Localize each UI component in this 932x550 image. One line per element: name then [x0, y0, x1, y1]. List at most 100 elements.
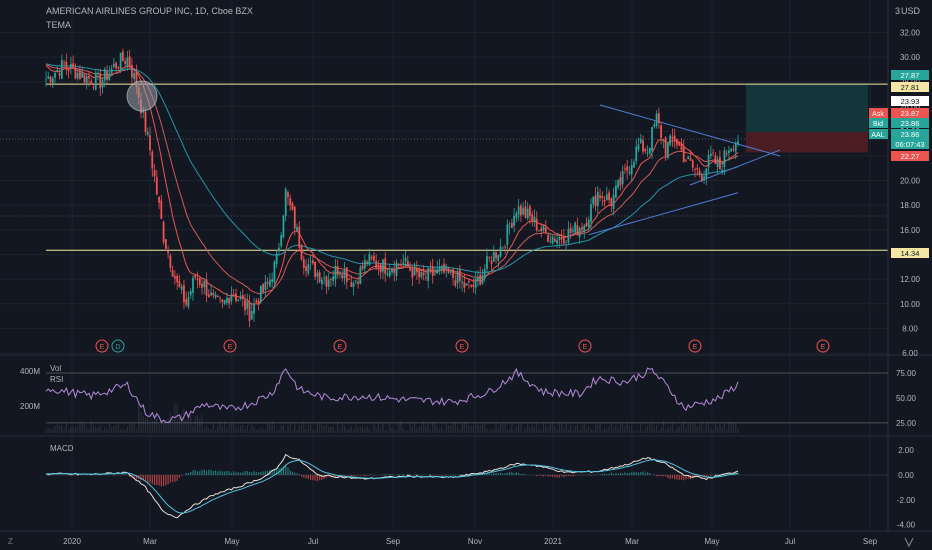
macd-axis: 2.00 0.00 -2.00 -4.00: [897, 446, 916, 529]
volume-bar: [108, 424, 110, 433]
macd-histogram-bar: [463, 474, 465, 475]
price-tag: Bid 23.86: [869, 118, 929, 128]
macd-histogram-bar: [499, 472, 502, 475]
candle-body: [219, 298, 222, 300]
volume-bar: [151, 421, 153, 433]
macd-histogram-bar: [285, 464, 287, 475]
volume-bar: [599, 421, 601, 433]
indicator-legend[interactable]: TEMA: [46, 20, 71, 30]
volume-bar: [683, 421, 685, 433]
price-tag-label: AAL: [871, 132, 884, 139]
volume-bar: [597, 424, 599, 433]
earnings-marker[interactable]: E: [688, 339, 702, 353]
volume-bar: [300, 424, 303, 433]
volume-bar: [52, 429, 54, 433]
earnings-marker[interactable]: E: [816, 339, 830, 353]
volume-bar: [147, 417, 149, 433]
macd-histogram-bar: [273, 469, 276, 475]
candle-body: [47, 76, 50, 79]
symbol-title[interactable]: AMERICAN AIRLINES GROUP INC, 1D, Cboe BZ…: [46, 6, 253, 16]
volume-bar: [484, 423, 486, 433]
position-zones[interactable]: [746, 83, 868, 153]
earnings-marker[interactable]: E: [455, 339, 469, 353]
volume-bar: [579, 430, 581, 433]
macd-histogram-bar: [350, 475, 352, 477]
candle-body: [510, 222, 513, 228]
horizontal-levels[interactable]: [46, 83, 888, 251]
volume-bar: [545, 425, 547, 433]
highlight-circle[interactable]: [126, 80, 158, 112]
earnings-marker[interactable]: E: [95, 339, 109, 353]
volume-bar: [635, 430, 637, 433]
rsi-legend[interactable]: RSI: [50, 375, 63, 384]
volume-bar: [120, 429, 122, 433]
resistance-trendline[interactable]: [599, 104, 781, 157]
price-tag-label-bg: [869, 129, 888, 139]
candle-body: [257, 300, 260, 305]
candle-body: [481, 275, 484, 284]
volume-bar: [323, 426, 325, 433]
macd-histogram-bar: [536, 475, 538, 476]
zoom-icon[interactable]: Z: [8, 537, 13, 546]
loss-zone[interactable]: [746, 132, 868, 153]
candle-body: [400, 264, 402, 266]
candle-body: [316, 272, 319, 277]
candle-body: [635, 146, 638, 162]
price-tag: 14.34: [891, 248, 929, 258]
macd-histogram-bar: [502, 473, 504, 475]
currency-label[interactable]: USD: [901, 6, 921, 16]
volume-bar: [314, 429, 316, 433]
dividend-marker[interactable]: D: [111, 339, 125, 353]
macd-legend[interactable]: MACD: [50, 444, 74, 453]
marker-circle: [455, 339, 469, 353]
macd-histogram-bar: [486, 473, 488, 475]
volume-bar: [74, 426, 76, 433]
macd-histogram-bar: [149, 475, 151, 483]
candle-body: [599, 195, 601, 199]
candle-body: [515, 213, 518, 218]
earnings-marker[interactable]: E: [333, 339, 347, 353]
volume-bar: [294, 423, 296, 433]
macd-histogram-bar: [122, 474, 124, 475]
volume-bar: [90, 421, 92, 433]
macd-histogram-bar: [153, 475, 156, 485]
macd-histogram-bar: [255, 472, 257, 475]
macd-histogram-bar: [567, 475, 569, 477]
candle-body: [504, 246, 506, 248]
time-axis[interactable]: 2020 Mar May Jul Sep Nov 2021 Mar May Jul Sep: [63, 537, 878, 546]
candle-body: [370, 256, 373, 259]
candle-body: [74, 68, 77, 79]
magnet-icon[interactable]: [904, 537, 914, 548]
candle-body: [69, 63, 72, 69]
volume-bar: [332, 427, 334, 433]
volume-bar: [101, 430, 104, 433]
macd-histogram-bar: [728, 473, 730, 475]
profit-zone[interactable]: [746, 83, 868, 133]
volume-bar: [298, 424, 300, 433]
candle-body: [603, 199, 606, 202]
macd-tick: 2.00: [898, 446, 914, 455]
earnings-marker[interactable]: E: [223, 339, 237, 353]
volume-bar: [126, 426, 129, 433]
settings-label[interactable]: 3: [895, 6, 900, 16]
candle-body: [712, 152, 715, 154]
volume-legend[interactable]: Vol: [50, 364, 61, 373]
macd-histogram-bar: [608, 473, 610, 475]
macd-histogram-bar: [298, 473, 300, 475]
volume-bar: [513, 430, 515, 433]
volume-bar: [475, 423, 477, 433]
volume-bar: [337, 421, 339, 433]
earnings-marker[interactable]: E: [578, 339, 592, 353]
candle-body: [651, 126, 653, 151]
macd-histogram-bar: [187, 472, 190, 475]
support-trendline[interactable]: [689, 149, 781, 186]
volume-bar: [63, 428, 65, 433]
rsi-line: [45, 367, 739, 424]
macd-histogram-bar: [717, 474, 719, 475]
trendlines[interactable]: [599, 104, 781, 186]
price-tick: 20.00: [900, 176, 921, 185]
macd-histogram-bar: [217, 471, 219, 475]
volume-bar: [698, 425, 701, 433]
